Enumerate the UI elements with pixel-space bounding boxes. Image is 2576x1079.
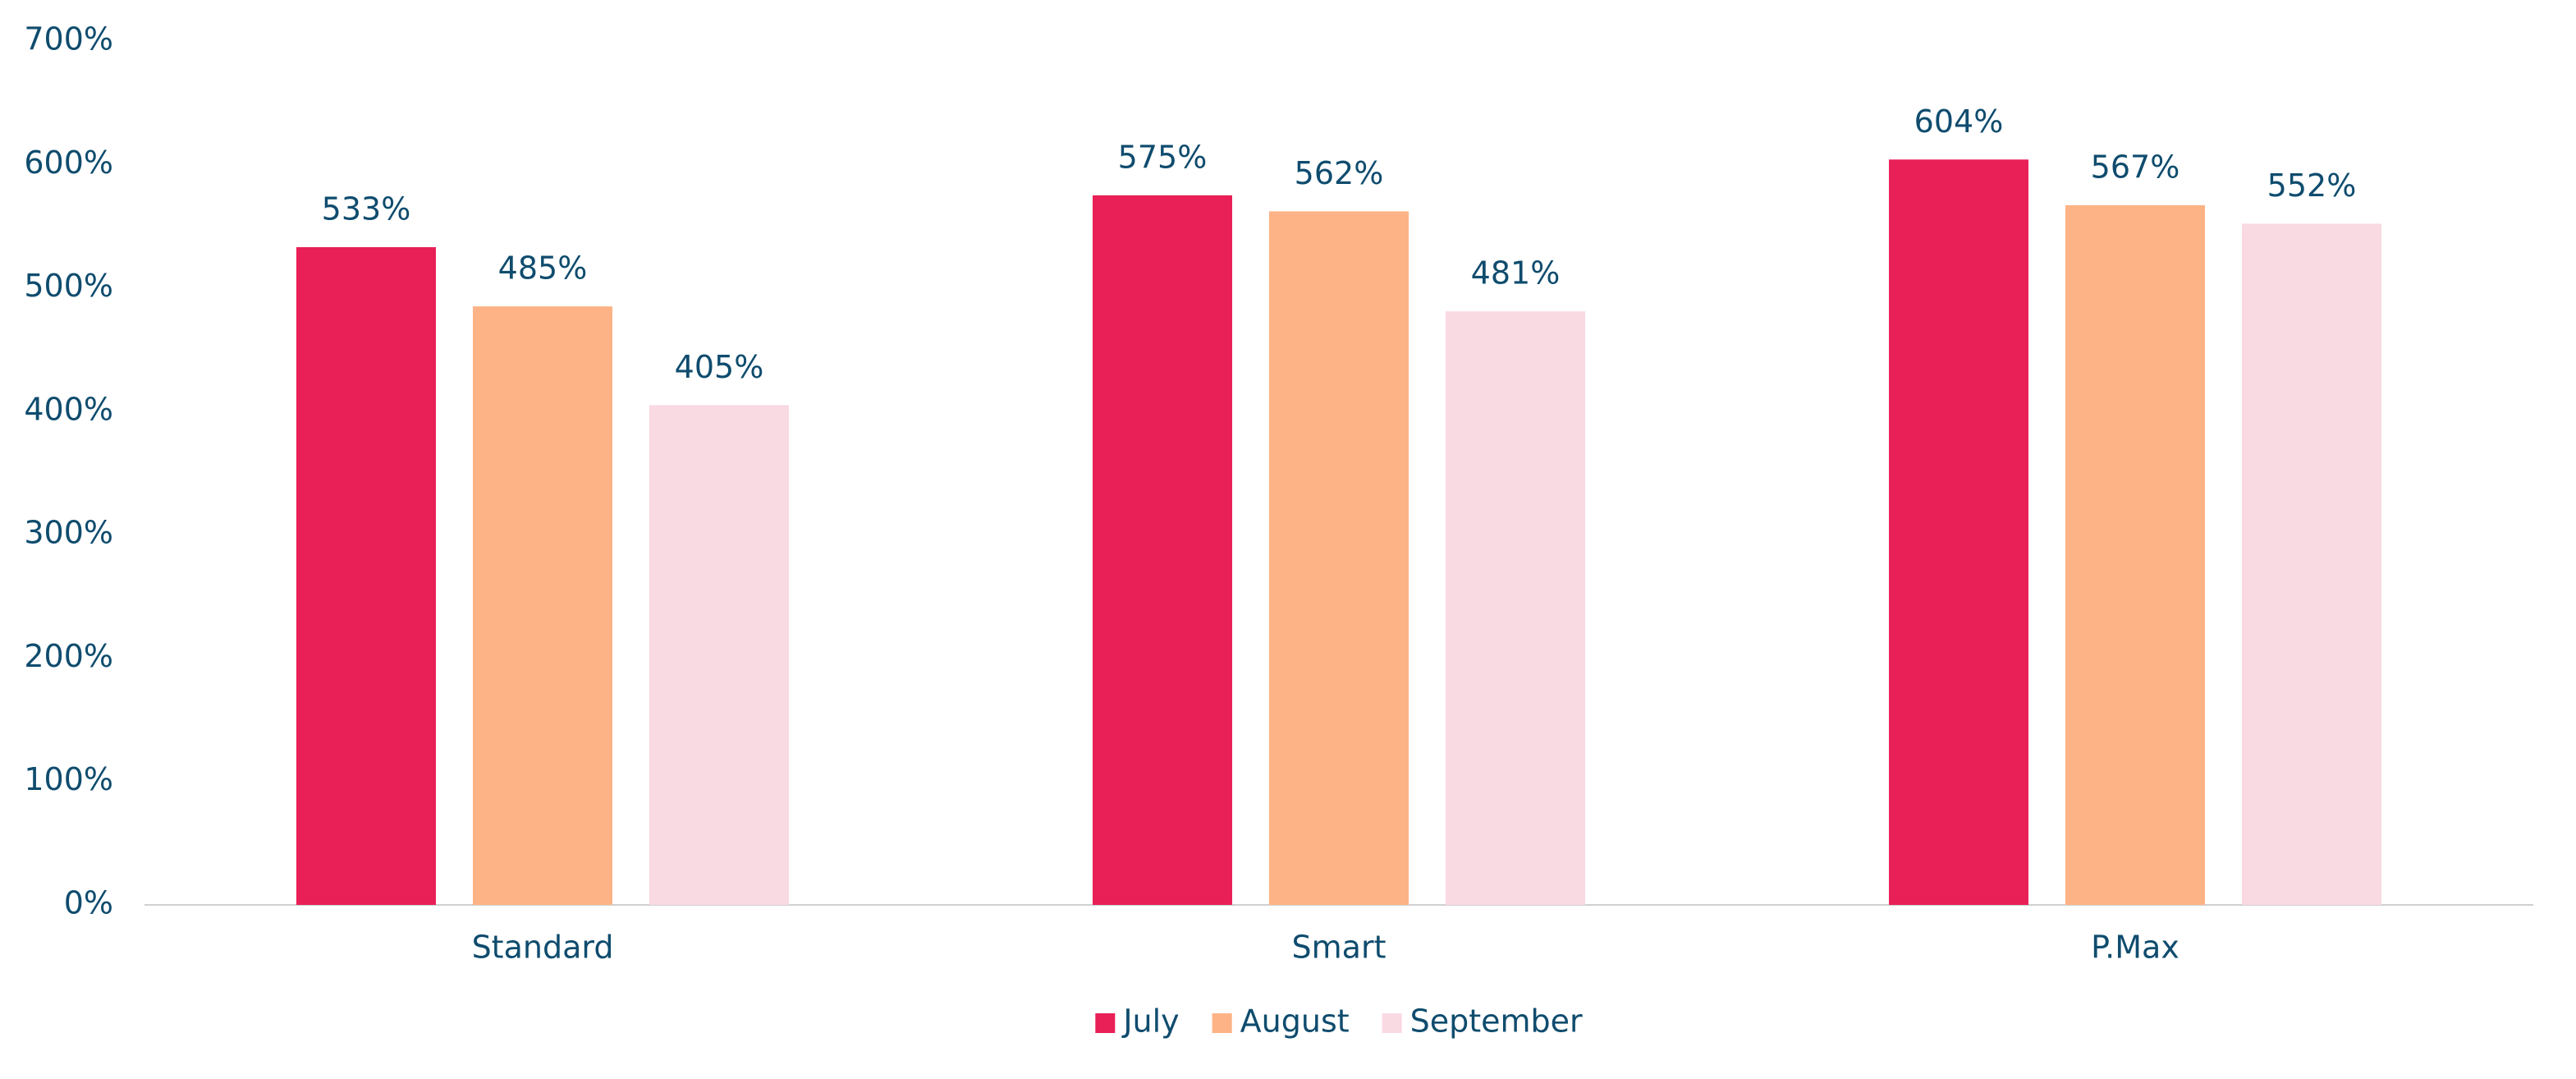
- y-tick-label: 300%: [24, 515, 113, 551]
- bar: [2242, 223, 2381, 905]
- bar: [1093, 195, 1232, 905]
- y-tick-label: 200%: [24, 638, 113, 674]
- bar: [649, 405, 789, 905]
- y-tick-label: 100%: [24, 761, 113, 797]
- data-label: 552%: [2267, 168, 2357, 204]
- data-label: 562%: [1295, 155, 1384, 191]
- y-tick-label: 600%: [24, 145, 113, 181]
- y-tick-label: 400%: [24, 391, 113, 427]
- legend-label: July: [1121, 1003, 1179, 1040]
- data-label: 567%: [2091, 149, 2180, 185]
- bar: [1889, 159, 2028, 905]
- legend-swatch: [1212, 1013, 1232, 1033]
- legend: July August September: [1095, 1003, 1583, 1040]
- legend-swatch: [1095, 1013, 1116, 1033]
- y-tick-label: 700%: [24, 21, 113, 57]
- legend-label: September: [1410, 1003, 1583, 1040]
- x-tick-label: Smart: [1292, 930, 1387, 966]
- data-label: 485%: [498, 250, 588, 287]
- data-label: 604%: [1914, 103, 2004, 140]
- x-tick-label: Standard: [472, 930, 614, 966]
- data-label: 481%: [1471, 255, 1561, 292]
- bar: [473, 306, 612, 906]
- bar: [2065, 204, 2205, 905]
- y-tick-label: 500%: [24, 268, 113, 304]
- legend-label: August: [1240, 1003, 1350, 1040]
- data-label: 533%: [322, 191, 411, 227]
- x-tick-label: P.Max: [2091, 930, 2180, 966]
- data-label: 575%: [1118, 139, 1208, 175]
- y-tick-label: 0%: [64, 885, 113, 921]
- bar: [1446, 311, 1585, 905]
- bar: [296, 246, 436, 905]
- data-label: 405%: [675, 349, 764, 385]
- legend-swatch: [1382, 1013, 1402, 1033]
- bar: [1269, 211, 1409, 905]
